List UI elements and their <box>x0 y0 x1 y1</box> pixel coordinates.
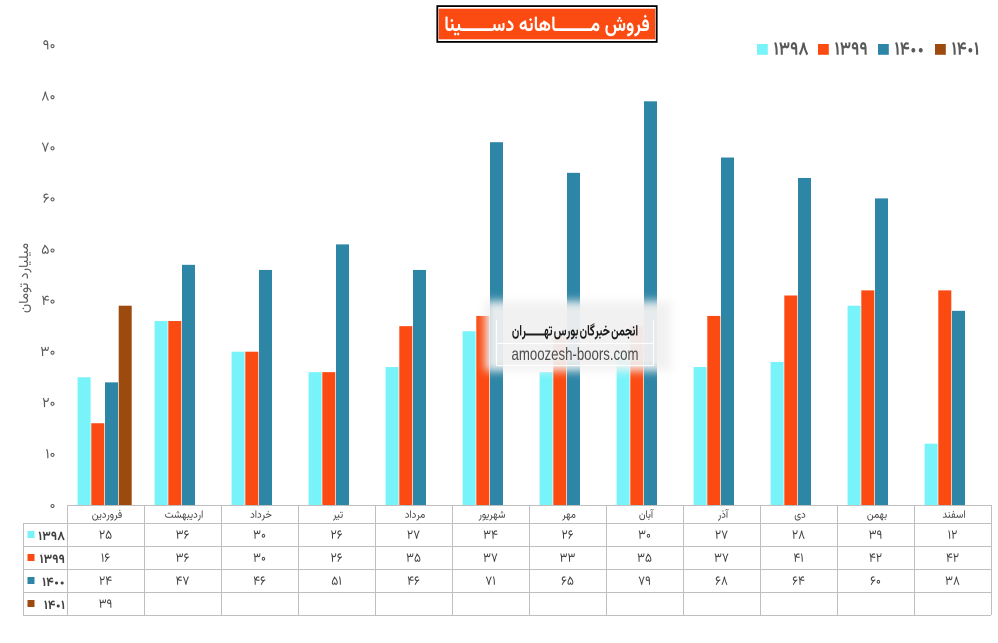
svg-text:amoozesh-boors.com: amoozesh-boors.com <box>512 344 639 364</box>
